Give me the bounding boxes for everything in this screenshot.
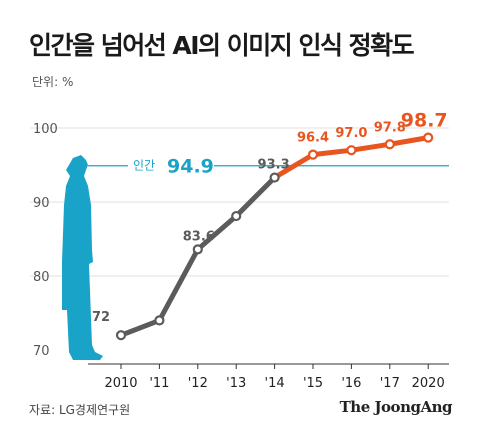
- data-label: 97.8: [374, 120, 406, 135]
- human-label-background: [128, 154, 214, 177]
- data-point: [269, 172, 280, 183]
- human-silhouette-icon: [62, 155, 103, 360]
- data-label: 96.4: [297, 131, 329, 146]
- accuracy-series: [115, 132, 434, 341]
- data-labels: 72 83.6 93.3 96.4 97.0 97.898.7: [92, 110, 448, 326]
- gridlines: [30, 127, 449, 277]
- data-point: [115, 330, 127, 341]
- data-point: [346, 145, 357, 156]
- data-point: [231, 210, 242, 222]
- chart-title: 인간을 넘어선 AI의 이미지 인식 정확도: [29, 31, 415, 60]
- x-tick-label: '11: [149, 376, 169, 391]
- y-tick-label: 90: [33, 196, 50, 211]
- data-point: [307, 149, 319, 160]
- x-tick-label: 2020: [412, 376, 445, 391]
- y-tick-label: 100: [33, 122, 58, 137]
- x-axis-ticks: 2010 '11 '12 '13 '14 '15 '16 '17 2020: [104, 364, 445, 391]
- x-tick-label: '16: [341, 376, 361, 391]
- source-note: 자료: LG경제연구원: [29, 403, 131, 417]
- data-point: [192, 244, 203, 255]
- data-point: [154, 315, 165, 326]
- human-label: 인간: [133, 159, 155, 173]
- data-label: 98.7: [401, 110, 448, 132]
- x-tick-label: 2010: [104, 376, 137, 391]
- human-value: 94.9: [167, 156, 214, 178]
- y-tick-label: 70: [33, 344, 50, 359]
- data-label: 83.6: [183, 229, 215, 244]
- data-label: 97.0: [335, 126, 367, 141]
- unit-label: 단위: %: [32, 75, 74, 89]
- brand-logo: The JoongAng: [339, 398, 453, 416]
- data-label: 93.3: [258, 158, 290, 173]
- x-tick-label: '15: [303, 376, 323, 391]
- series-line-early: [120, 175, 277, 338]
- data-label: 72: [92, 310, 110, 325]
- y-tick-label: 80: [33, 270, 50, 285]
- x-tick-label: '12: [188, 376, 208, 391]
- x-tick-label: '14: [265, 376, 285, 391]
- data-point: [384, 139, 395, 150]
- y-axis-ticks: 70 80 90 100: [33, 122, 58, 359]
- x-tick-label: '17: [380, 376, 400, 391]
- data-point: [423, 132, 434, 143]
- x-tick-label: '13: [226, 376, 246, 391]
